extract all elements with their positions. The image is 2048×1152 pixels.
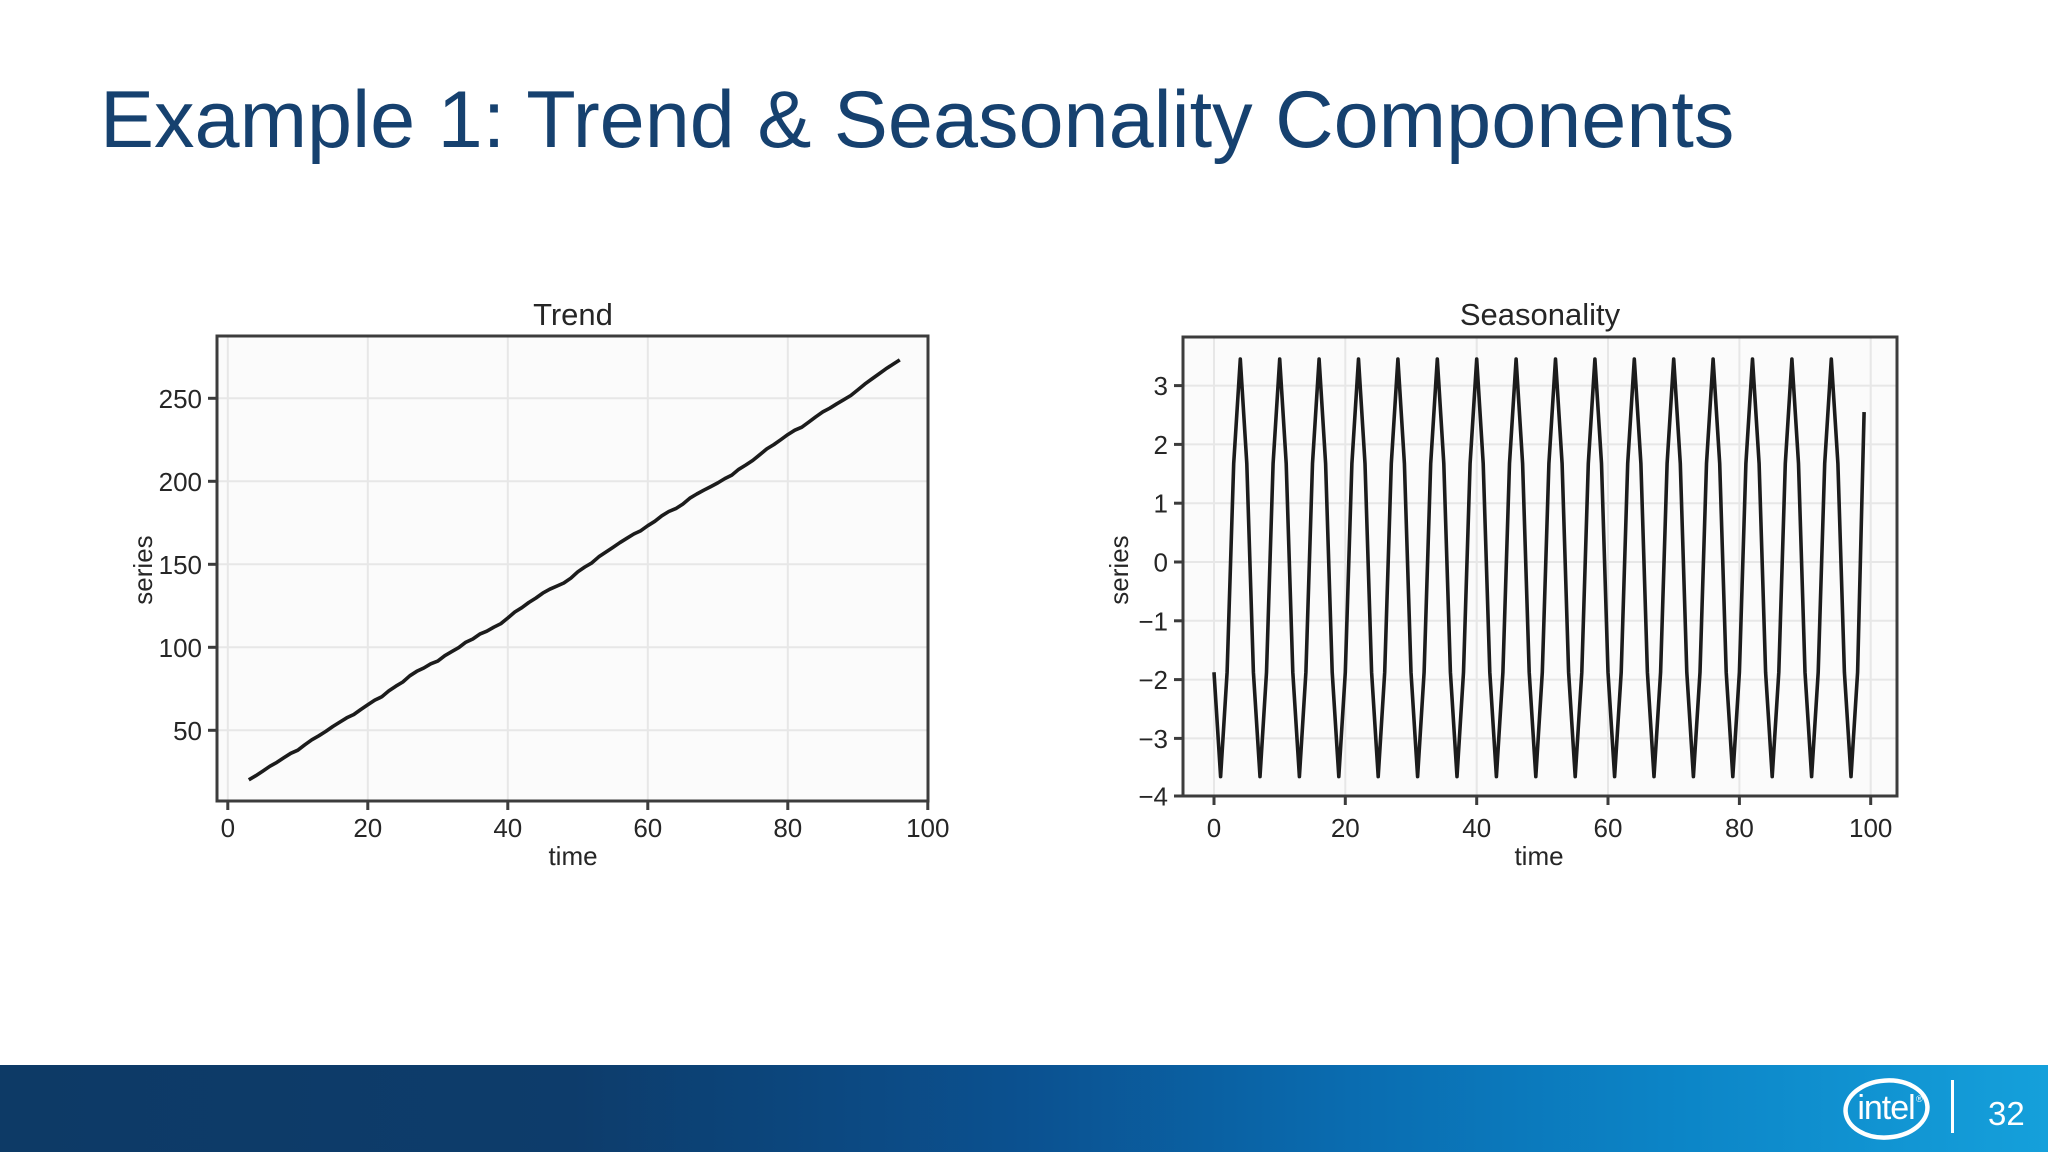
svg-text:80: 80	[1725, 813, 1754, 843]
svg-text:time: time	[548, 841, 597, 871]
svg-text:100: 100	[159, 633, 202, 663]
svg-text:Seasonality: Seasonality	[1460, 297, 1621, 332]
svg-text:2: 2	[1154, 430, 1168, 460]
svg-text:40: 40	[493, 813, 522, 843]
svg-text:60: 60	[633, 813, 662, 843]
svg-text:40: 40	[1462, 813, 1491, 843]
svg-text:3: 3	[1154, 371, 1168, 401]
svg-text:time: time	[1514, 841, 1563, 871]
svg-text:intel: intel	[1857, 1089, 1914, 1127]
svg-text:−4: −4	[1138, 782, 1168, 812]
svg-text:−1: −1	[1138, 606, 1168, 636]
svg-text:150: 150	[159, 550, 202, 580]
svg-text:®: ®	[1916, 1094, 1923, 1104]
svg-text:20: 20	[1331, 813, 1360, 843]
svg-text:250: 250	[159, 384, 202, 414]
svg-text:100: 100	[1849, 813, 1892, 843]
svg-text:series: series	[1104, 535, 1134, 604]
svg-text:50: 50	[173, 716, 202, 746]
svg-text:Trend: Trend	[533, 297, 613, 332]
svg-text:−2: −2	[1138, 665, 1168, 695]
svg-text:0: 0	[1154, 548, 1168, 578]
svg-text:1: 1	[1154, 489, 1168, 519]
svg-text:−3: −3	[1138, 724, 1168, 754]
svg-text:100: 100	[906, 813, 949, 843]
svg-text:200: 200	[159, 467, 202, 497]
svg-text:series: series	[128, 535, 158, 604]
svg-text:0: 0	[221, 813, 235, 843]
svg-text:0: 0	[1207, 813, 1221, 843]
svg-text:80: 80	[773, 813, 802, 843]
svg-text:20: 20	[353, 813, 382, 843]
svg-text:60: 60	[1594, 813, 1623, 843]
